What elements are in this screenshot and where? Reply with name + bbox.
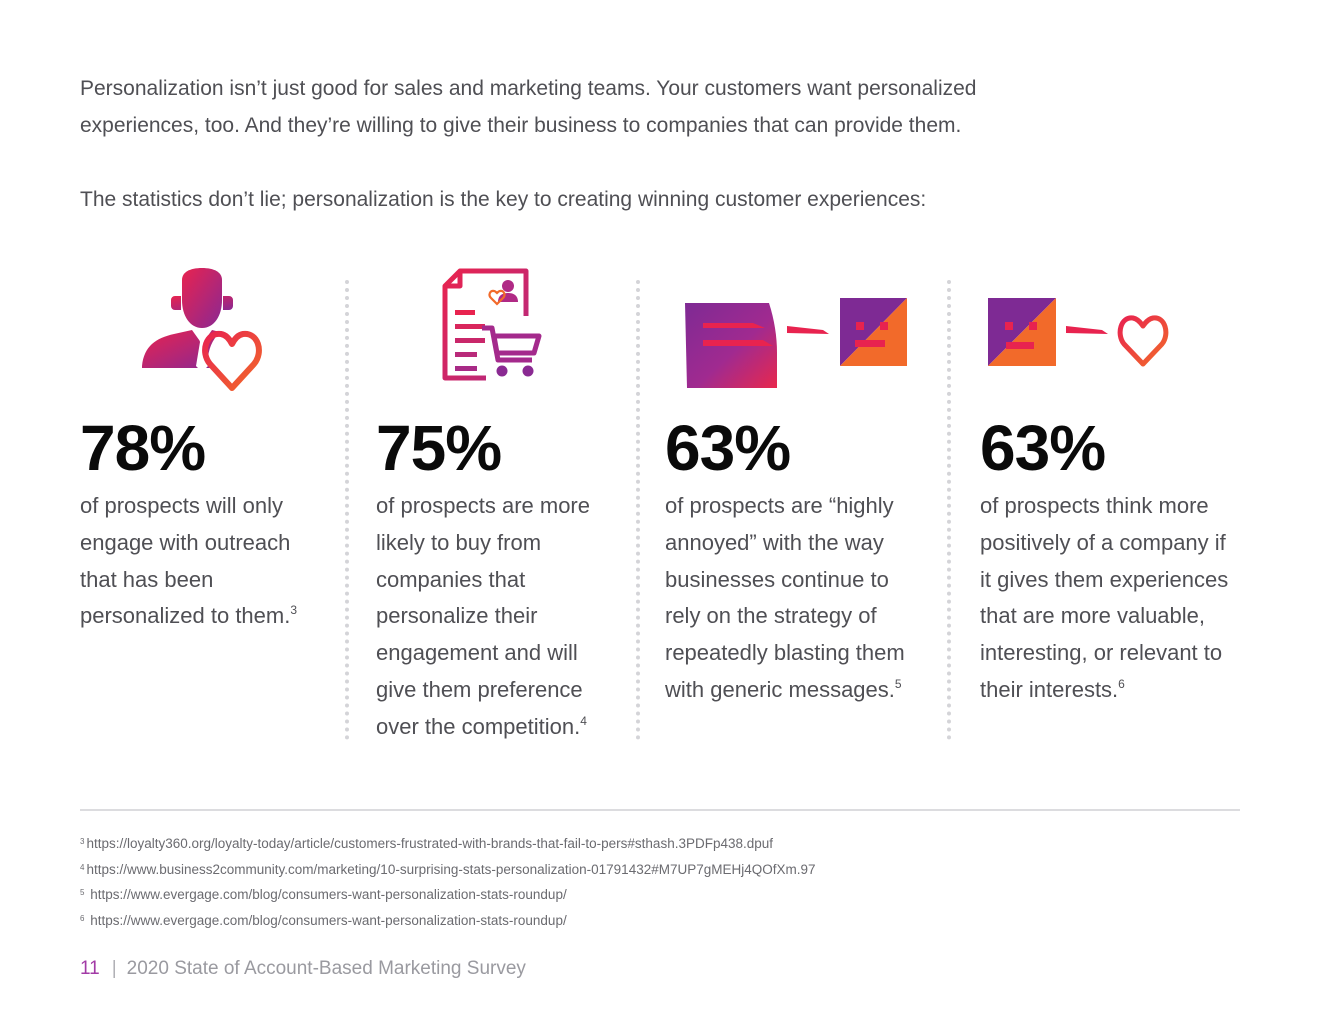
footer-separator: | [111, 958, 117, 979]
intro-lead-paragraph: The statistics don’t lie; personalizatio… [80, 188, 927, 211]
footnote-link[interactable]: https://loyalty360.org/loyalty-today/art… [86, 836, 774, 851]
stat-card: 75% of prospects are more likely to buy … [376, 260, 616, 750]
stat-value: 78% [80, 412, 206, 484]
intro-paragraph: Personalization isn’t just good for sale… [80, 77, 977, 137]
stat-value: 63% [980, 412, 1106, 484]
footnote-ref: 3 [290, 603, 298, 618]
column-divider [345, 280, 349, 740]
footnote: 6 https://www.evergage.com/blog/consumer… [80, 912, 567, 928]
footnote-separator [80, 809, 1240, 811]
column-divider [636, 280, 640, 740]
footnote: 4 https://www.business2community.com/mark… [80, 861, 816, 877]
stat-description: of prospects are more likely to buy from… [376, 493, 590, 739]
stat-description: of prospects are “highly annoyed” with t… [665, 493, 905, 702]
stat-description: of prospects think more positively of a … [980, 493, 1229, 702]
stat-description: of prospects will only engage with outre… [80, 493, 298, 629]
user-heart-icon [142, 268, 262, 391]
page-footer: 11 | 2020 State of Account-Based Marketing… [80, 958, 526, 980]
footnote-link[interactable]: https://www.business2community.com/marke… [86, 861, 816, 877]
stat-card: 63% of prospects think more positively o… [980, 260, 1242, 750]
stat-value: 63% [665, 412, 791, 484]
footnote-ref: 5 [894, 676, 902, 691]
footnotes-list: 3 https://loyalty360.org/loyalty-today/ar… [80, 830, 1240, 932]
mail-to-annoyed-face-icon [685, 298, 907, 388]
stat-card: 63% of prospects are “highly annoyed” wi… [665, 260, 925, 750]
face-to-heart-icon [988, 298, 1169, 367]
document-title: 2020 State of Account-Based Marketing Su… [126, 958, 526, 979]
footnote-link[interactable]: https://www.evergage.com/blog/consumers-… [90, 887, 567, 902]
stats-section: 78% of prospects will only engage with o… [0, 260, 1320, 750]
stat-card: 78% of prospects will only engage with o… [80, 260, 330, 750]
footnote-ref: 4 [580, 713, 587, 728]
document-cart-icon [442, 268, 542, 381]
stat-value: 75% [376, 412, 502, 484]
column-divider [947, 280, 951, 740]
footnote: 3 https://loyalty360.org/loyalty-today/ar… [80, 836, 774, 851]
page-number: 11 [80, 958, 100, 979]
footnote: 5 https://www.evergage.com/blog/consumer… [80, 887, 567, 902]
footnote-ref: 6 [1118, 676, 1125, 691]
footnote-link[interactable]: https://www.evergage.com/blog/consumers-… [90, 912, 567, 928]
